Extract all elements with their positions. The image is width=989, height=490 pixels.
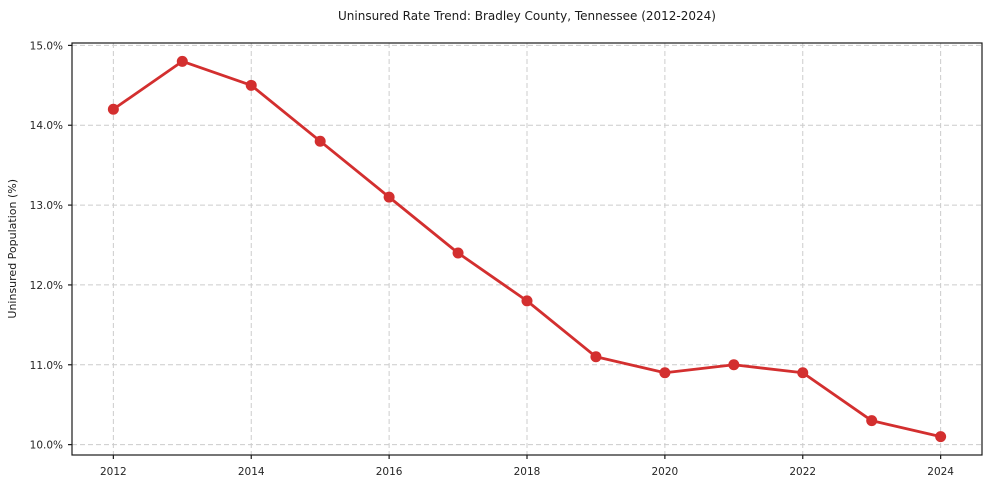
data-point-marker [314,135,326,147]
data-point-marker [383,191,395,203]
data-point-marker [797,367,809,379]
chart-title: Uninsured Rate Trend: Bradley County, Te… [338,9,716,23]
data-point-marker [866,415,878,427]
data-point-marker [728,359,740,371]
data-point-marker [107,103,119,115]
x-tick-label: 2024 [927,466,954,478]
data-point-marker [245,79,257,91]
x-tick-label: 2020 [652,466,679,478]
y-axis-label: Uninsured Population (%) [6,43,19,455]
y-axis-label-text: Uninsured Population (%) [6,179,19,319]
data-point-marker [659,367,671,379]
y-tick-label: 14.0% [30,120,63,132]
x-tick-label: 2016 [376,466,403,478]
x-tick-label: 2018 [514,466,541,478]
y-tick-label: 10.0% [30,440,63,452]
y-tick-label: 12.0% [30,280,63,292]
data-point-marker [176,55,188,67]
y-tick-label: 15.0% [30,40,63,52]
x-tick-label: 2022 [789,466,816,478]
plot-border [71,42,983,456]
y-tick-label: 11.0% [30,360,63,372]
data-point-marker [590,351,602,363]
data-point-marker [452,247,464,259]
data-point-marker [521,295,533,307]
x-tick-label: 2014 [238,466,265,478]
y-tick-label: 13.0% [30,200,63,212]
x-tick-label: 2012 [100,466,127,478]
data-point-marker [935,431,947,443]
